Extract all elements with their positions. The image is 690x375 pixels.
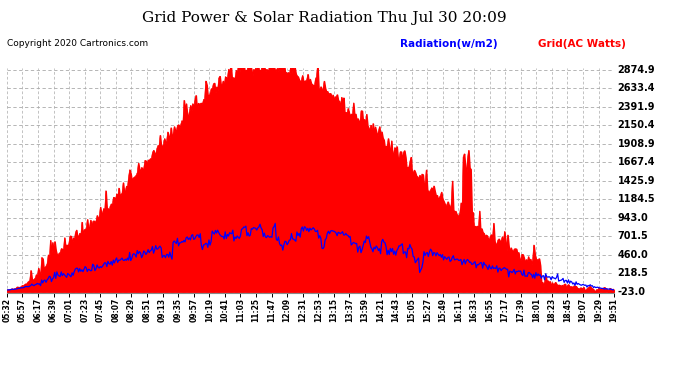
Text: 1908.9: 1908.9 <box>618 139 656 149</box>
Text: 1184.5: 1184.5 <box>618 194 656 204</box>
Text: 1667.4: 1667.4 <box>618 157 655 167</box>
Text: 943.0: 943.0 <box>618 213 649 223</box>
Text: Grid Power & Solar Radiation Thu Jul 30 20:09: Grid Power & Solar Radiation Thu Jul 30 … <box>142 11 506 25</box>
Text: Radiation(w/m2): Radiation(w/m2) <box>400 39 497 50</box>
Text: Copyright 2020 Cartronics.com: Copyright 2020 Cartronics.com <box>7 39 148 48</box>
Text: 460.0: 460.0 <box>618 250 649 260</box>
Text: Grid(AC Watts): Grid(AC Watts) <box>538 39 626 50</box>
Text: 2633.4: 2633.4 <box>618 83 655 93</box>
Text: -23.0: -23.0 <box>618 287 646 297</box>
Text: 701.5: 701.5 <box>618 231 649 241</box>
Text: 218.5: 218.5 <box>618 268 649 278</box>
Text: 2874.9: 2874.9 <box>618 65 656 75</box>
Text: 2391.9: 2391.9 <box>618 102 655 112</box>
Text: 2150.4: 2150.4 <box>618 120 655 130</box>
Text: 1425.9: 1425.9 <box>618 176 655 186</box>
